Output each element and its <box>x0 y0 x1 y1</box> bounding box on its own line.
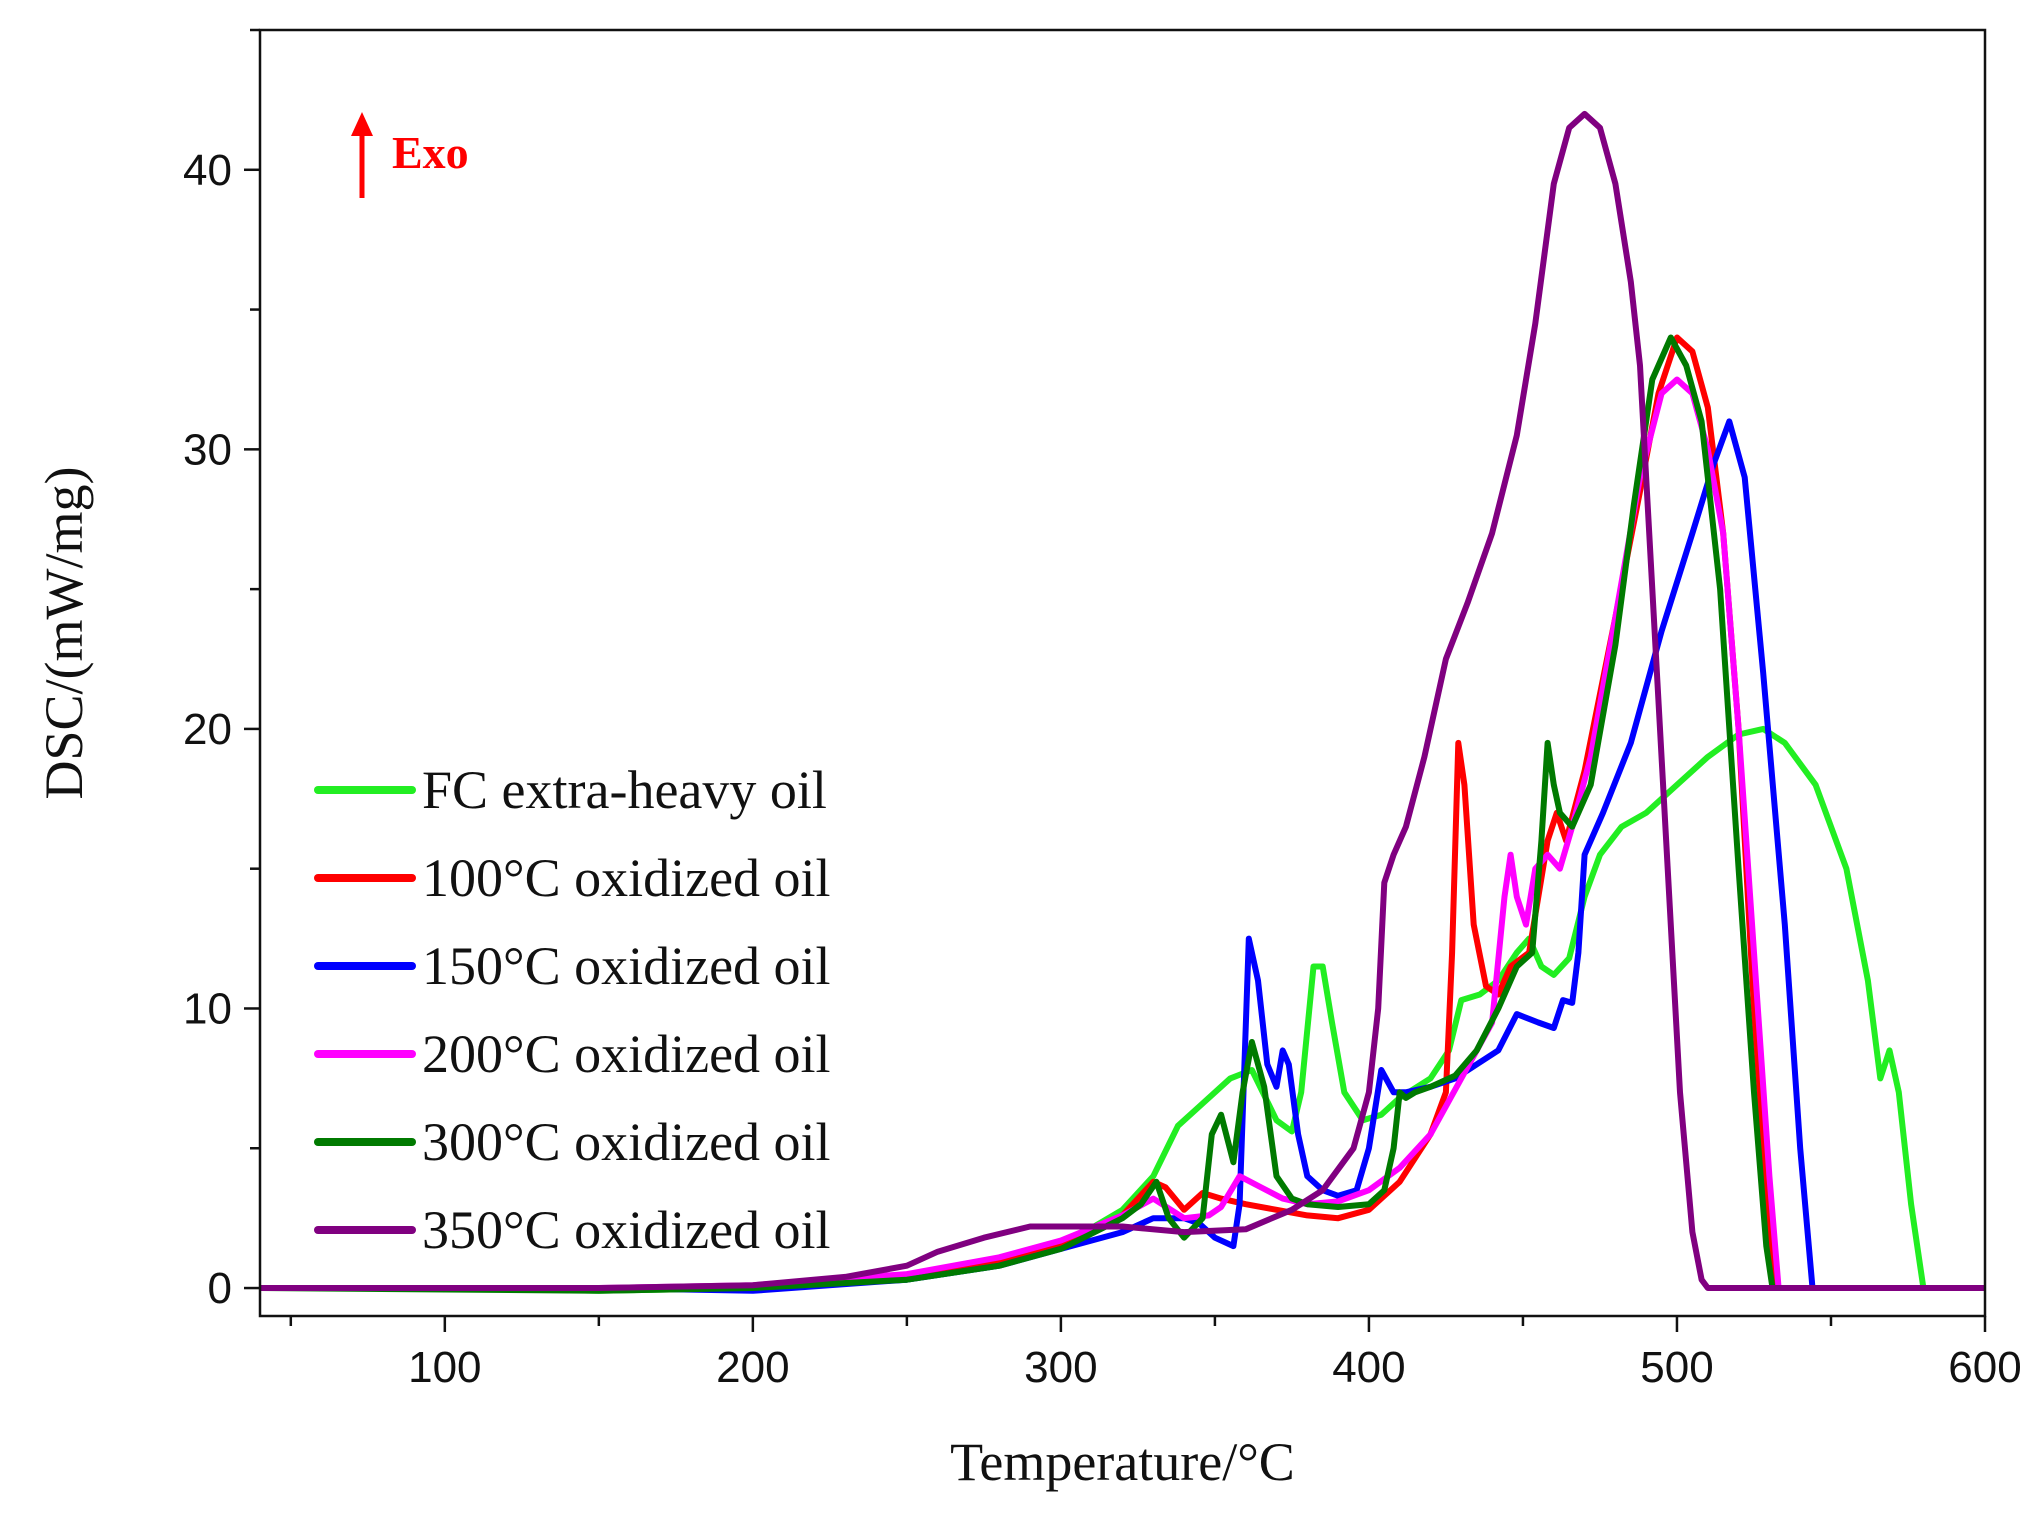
legend-label-4: 300°C oxidized oil <box>422 1112 831 1172</box>
exo-annotation: Exo <box>351 112 469 198</box>
x-axis: 100 200 300 400 500 600 <box>289 1316 2022 1392</box>
x-axis-title: Temperature/°C <box>950 1432 1295 1492</box>
plot-frame <box>258 28 1987 1318</box>
x-tick-label: 200 <box>716 1343 789 1392</box>
x-tick-label: 500 <box>1640 1343 1713 1392</box>
x-tick-label: 400 <box>1332 1343 1405 1392</box>
series-lines <box>260 110 1985 1294</box>
y-axis-title: DSC/(mW/mg) <box>34 467 94 800</box>
y-axis: 0 10 20 30 40 <box>183 28 260 1313</box>
legend-label-1: 100°C oxidized oil <box>422 848 831 908</box>
legend-label-5: 350°C oxidized oil <box>422 1200 831 1260</box>
y-tick-label: 40 <box>183 146 232 195</box>
y-tick-label: 20 <box>183 705 232 754</box>
exo-label: Exo <box>392 127 469 178</box>
y-tick-label: 0 <box>208 1264 232 1313</box>
x-tick-label: 100 <box>408 1343 481 1392</box>
y-tick-label: 30 <box>183 425 232 474</box>
series-line-0 <box>260 725 1985 1294</box>
x-tick-label: 300 <box>1024 1343 1097 1392</box>
y-tick-label: 10 <box>183 984 232 1033</box>
legend: FC extra-heavy oil 100°C oxidized oil 150°… <box>314 760 831 1260</box>
exo-arrowhead-icon <box>351 112 373 136</box>
legend-label-3: 200°C oxidized oil <box>422 1024 831 1084</box>
legend-label-0: FC extra-heavy oil <box>422 760 827 820</box>
series-line-5 <box>260 110 1985 1291</box>
series-line-4 <box>260 334 1985 1294</box>
legend-label-2: 150°C oxidized oil <box>422 936 831 996</box>
x-tick-label: 600 <box>1948 1343 2021 1392</box>
